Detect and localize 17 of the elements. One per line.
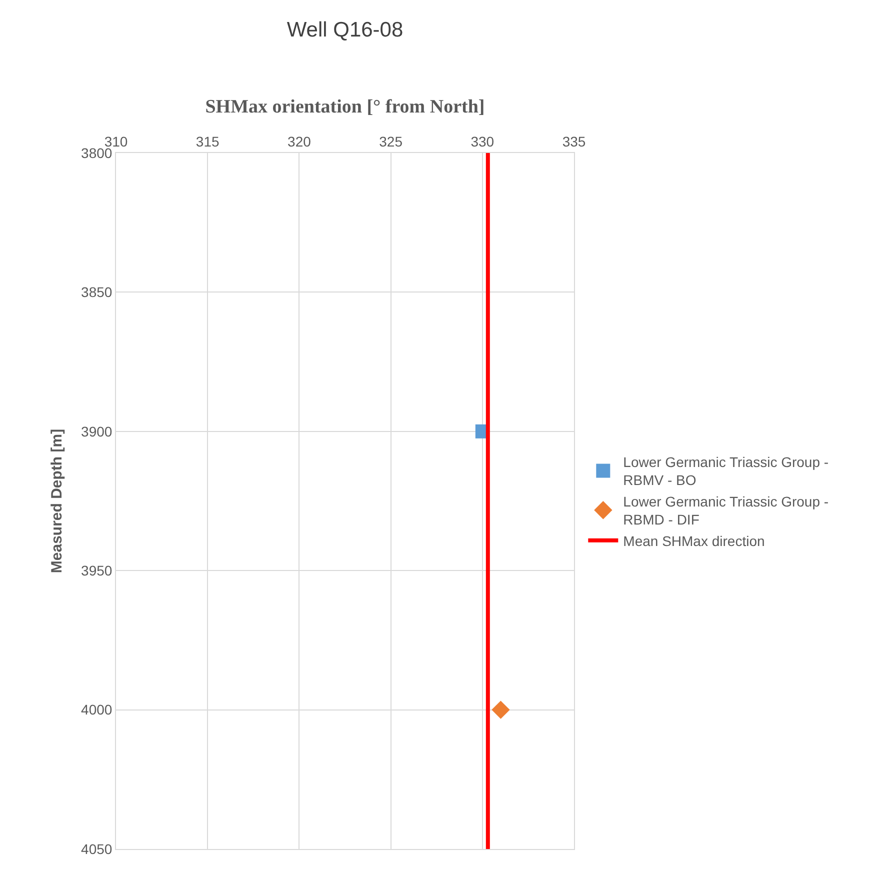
y-tick-label: 4050 [81,840,112,857]
y-tick-label: 4000 [81,702,112,718]
y-tick-label: 3850 [81,284,112,300]
y-axis-title: Measured Depth [m] [48,428,66,574]
x-tick-label: 335 [562,133,586,150]
x-tick-label: 330 [470,133,494,150]
legend-label: Mean SHMax direction [623,532,765,549]
y-tick-label: 3900 [81,423,112,440]
x-tick-label: 320 [288,133,312,150]
x-tick-label: 315 [196,133,220,150]
x-tick-label: 310 [104,133,128,150]
legend-label: Lower Germanic Triassic Group - RBMV - BO [623,454,829,488]
legend-label: Lower Germanic Triassic Group - RBMD - DIF [623,493,829,528]
x-axis-title: SHMax orientation [° from North] [205,96,485,118]
x-tick-label: 325 [379,133,403,150]
y-tick-label: 3950 [81,562,112,578]
chart-title: Well Q16-08 [286,18,404,42]
